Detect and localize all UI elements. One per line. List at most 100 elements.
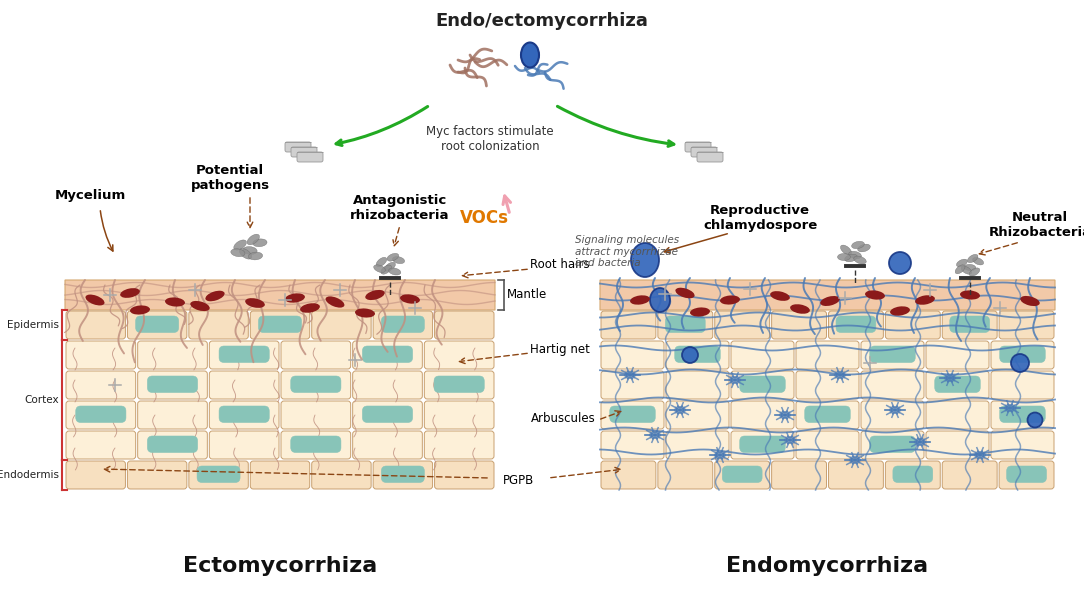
- FancyBboxPatch shape: [352, 371, 423, 399]
- Ellipse shape: [956, 259, 967, 267]
- Ellipse shape: [691, 307, 710, 316]
- FancyBboxPatch shape: [258, 316, 301, 333]
- FancyBboxPatch shape: [297, 152, 323, 162]
- FancyBboxPatch shape: [362, 406, 413, 422]
- Text: Ectomycorrhiza: Ectomycorrhiza: [183, 556, 377, 576]
- Ellipse shape: [790, 305, 810, 314]
- FancyBboxPatch shape: [942, 461, 997, 489]
- FancyBboxPatch shape: [435, 311, 494, 339]
- Ellipse shape: [1020, 296, 1040, 306]
- Text: VOCs: VOCs: [460, 209, 508, 227]
- FancyBboxPatch shape: [76, 406, 126, 422]
- FancyBboxPatch shape: [362, 346, 413, 362]
- Ellipse shape: [300, 303, 320, 313]
- FancyBboxPatch shape: [434, 376, 485, 392]
- Ellipse shape: [356, 309, 375, 317]
- FancyBboxPatch shape: [281, 401, 350, 429]
- FancyBboxPatch shape: [804, 406, 850, 422]
- FancyBboxPatch shape: [291, 376, 340, 392]
- Ellipse shape: [955, 265, 965, 274]
- FancyBboxPatch shape: [658, 311, 713, 339]
- FancyBboxPatch shape: [281, 431, 350, 459]
- Ellipse shape: [243, 247, 257, 254]
- FancyBboxPatch shape: [66, 431, 136, 459]
- FancyBboxPatch shape: [999, 311, 1054, 339]
- Ellipse shape: [165, 297, 185, 306]
- FancyBboxPatch shape: [609, 406, 655, 422]
- Ellipse shape: [389, 268, 401, 275]
- FancyBboxPatch shape: [658, 461, 713, 489]
- FancyBboxPatch shape: [991, 431, 1054, 459]
- FancyBboxPatch shape: [352, 401, 423, 429]
- Text: Antagonistic
rhizobacteria: Antagonistic rhizobacteria: [350, 194, 450, 222]
- Text: Endomycorrhiza: Endomycorrhiza: [726, 556, 929, 576]
- FancyBboxPatch shape: [666, 341, 730, 369]
- FancyBboxPatch shape: [65, 280, 495, 310]
- FancyBboxPatch shape: [697, 152, 723, 162]
- FancyBboxPatch shape: [66, 461, 126, 489]
- FancyBboxPatch shape: [714, 311, 770, 339]
- FancyBboxPatch shape: [601, 401, 664, 429]
- FancyBboxPatch shape: [424, 341, 494, 369]
- FancyBboxPatch shape: [836, 316, 876, 333]
- Ellipse shape: [720, 296, 740, 305]
- FancyBboxPatch shape: [209, 371, 279, 399]
- FancyBboxPatch shape: [138, 401, 207, 429]
- FancyBboxPatch shape: [861, 341, 924, 369]
- FancyBboxPatch shape: [691, 147, 717, 157]
- Ellipse shape: [285, 293, 305, 303]
- FancyBboxPatch shape: [685, 142, 711, 152]
- FancyBboxPatch shape: [999, 346, 1045, 362]
- FancyBboxPatch shape: [950, 316, 990, 333]
- FancyBboxPatch shape: [66, 341, 136, 369]
- FancyBboxPatch shape: [772, 461, 826, 489]
- Ellipse shape: [248, 252, 262, 260]
- Text: PGPB: PGPB: [502, 474, 533, 487]
- FancyBboxPatch shape: [991, 371, 1054, 399]
- FancyBboxPatch shape: [435, 461, 494, 489]
- FancyBboxPatch shape: [999, 406, 1045, 422]
- Ellipse shape: [120, 288, 140, 298]
- FancyBboxPatch shape: [796, 341, 859, 369]
- FancyBboxPatch shape: [861, 371, 924, 399]
- FancyBboxPatch shape: [424, 371, 494, 399]
- Ellipse shape: [915, 295, 934, 305]
- FancyBboxPatch shape: [382, 466, 424, 482]
- Ellipse shape: [387, 253, 399, 261]
- Text: Endodermis: Endodermis: [0, 470, 59, 480]
- Text: Myc factors stimulate
root colonization: Myc factors stimulate root colonization: [426, 125, 554, 153]
- FancyBboxPatch shape: [66, 401, 136, 429]
- Text: Endo/ectomycorrhiza: Endo/ectomycorrhiza: [436, 12, 648, 30]
- Ellipse shape: [960, 290, 980, 300]
- FancyBboxPatch shape: [601, 311, 656, 339]
- Ellipse shape: [392, 257, 404, 264]
- FancyBboxPatch shape: [197, 466, 240, 482]
- FancyBboxPatch shape: [731, 371, 793, 399]
- Ellipse shape: [821, 296, 840, 306]
- FancyBboxPatch shape: [209, 401, 279, 429]
- FancyBboxPatch shape: [731, 401, 793, 429]
- FancyBboxPatch shape: [352, 431, 423, 459]
- FancyBboxPatch shape: [828, 311, 883, 339]
- Ellipse shape: [682, 347, 698, 363]
- FancyBboxPatch shape: [250, 461, 310, 489]
- FancyBboxPatch shape: [601, 371, 664, 399]
- FancyBboxPatch shape: [189, 311, 248, 339]
- FancyBboxPatch shape: [666, 371, 730, 399]
- FancyBboxPatch shape: [714, 461, 770, 489]
- FancyBboxPatch shape: [934, 376, 980, 392]
- FancyBboxPatch shape: [666, 316, 706, 333]
- FancyBboxPatch shape: [926, 431, 989, 459]
- FancyBboxPatch shape: [796, 371, 859, 399]
- FancyBboxPatch shape: [312, 461, 371, 489]
- Ellipse shape: [376, 257, 387, 267]
- FancyBboxPatch shape: [138, 371, 207, 399]
- Ellipse shape: [844, 254, 857, 262]
- FancyBboxPatch shape: [601, 431, 664, 459]
- Text: Root hairs: Root hairs: [530, 259, 590, 272]
- Ellipse shape: [385, 262, 396, 271]
- FancyBboxPatch shape: [869, 436, 915, 452]
- Ellipse shape: [630, 295, 650, 305]
- FancyBboxPatch shape: [66, 311, 126, 339]
- Text: Cortex: Cortex: [24, 395, 59, 405]
